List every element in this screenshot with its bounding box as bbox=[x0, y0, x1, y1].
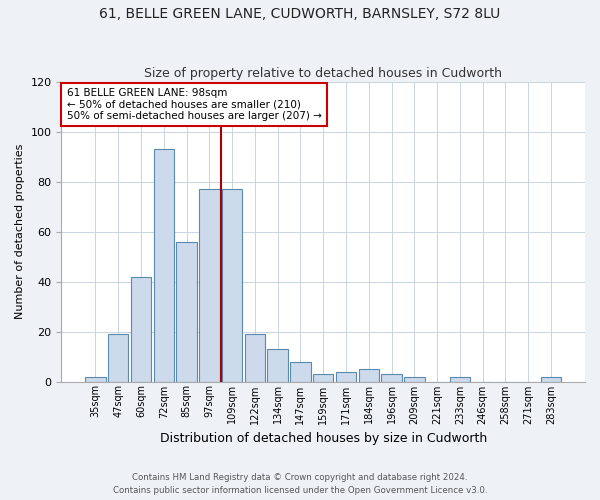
Bar bbox=[108, 334, 128, 382]
X-axis label: Distribution of detached houses by size in Cudworth: Distribution of detached houses by size … bbox=[160, 432, 487, 445]
Bar bbox=[381, 374, 402, 382]
Bar bbox=[154, 150, 174, 382]
Bar bbox=[222, 190, 242, 382]
Bar bbox=[336, 372, 356, 382]
Bar bbox=[404, 376, 425, 382]
Bar bbox=[85, 376, 106, 382]
Bar bbox=[245, 334, 265, 382]
Text: 61, BELLE GREEN LANE, CUDWORTH, BARNSLEY, S72 8LU: 61, BELLE GREEN LANE, CUDWORTH, BARNSLEY… bbox=[100, 8, 500, 22]
Text: 61 BELLE GREEN LANE: 98sqm
← 50% of detached houses are smaller (210)
50% of sem: 61 BELLE GREEN LANE: 98sqm ← 50% of deta… bbox=[67, 88, 322, 121]
Bar bbox=[268, 349, 288, 382]
Text: Contains HM Land Registry data © Crown copyright and database right 2024.
Contai: Contains HM Land Registry data © Crown c… bbox=[113, 473, 487, 495]
Y-axis label: Number of detached properties: Number of detached properties bbox=[15, 144, 25, 320]
Bar bbox=[199, 190, 220, 382]
Bar bbox=[541, 376, 561, 382]
Bar bbox=[359, 369, 379, 382]
Bar bbox=[290, 362, 311, 382]
Bar bbox=[131, 276, 151, 382]
Title: Size of property relative to detached houses in Cudworth: Size of property relative to detached ho… bbox=[144, 66, 502, 80]
Bar bbox=[176, 242, 197, 382]
Bar bbox=[313, 374, 334, 382]
Bar bbox=[449, 376, 470, 382]
